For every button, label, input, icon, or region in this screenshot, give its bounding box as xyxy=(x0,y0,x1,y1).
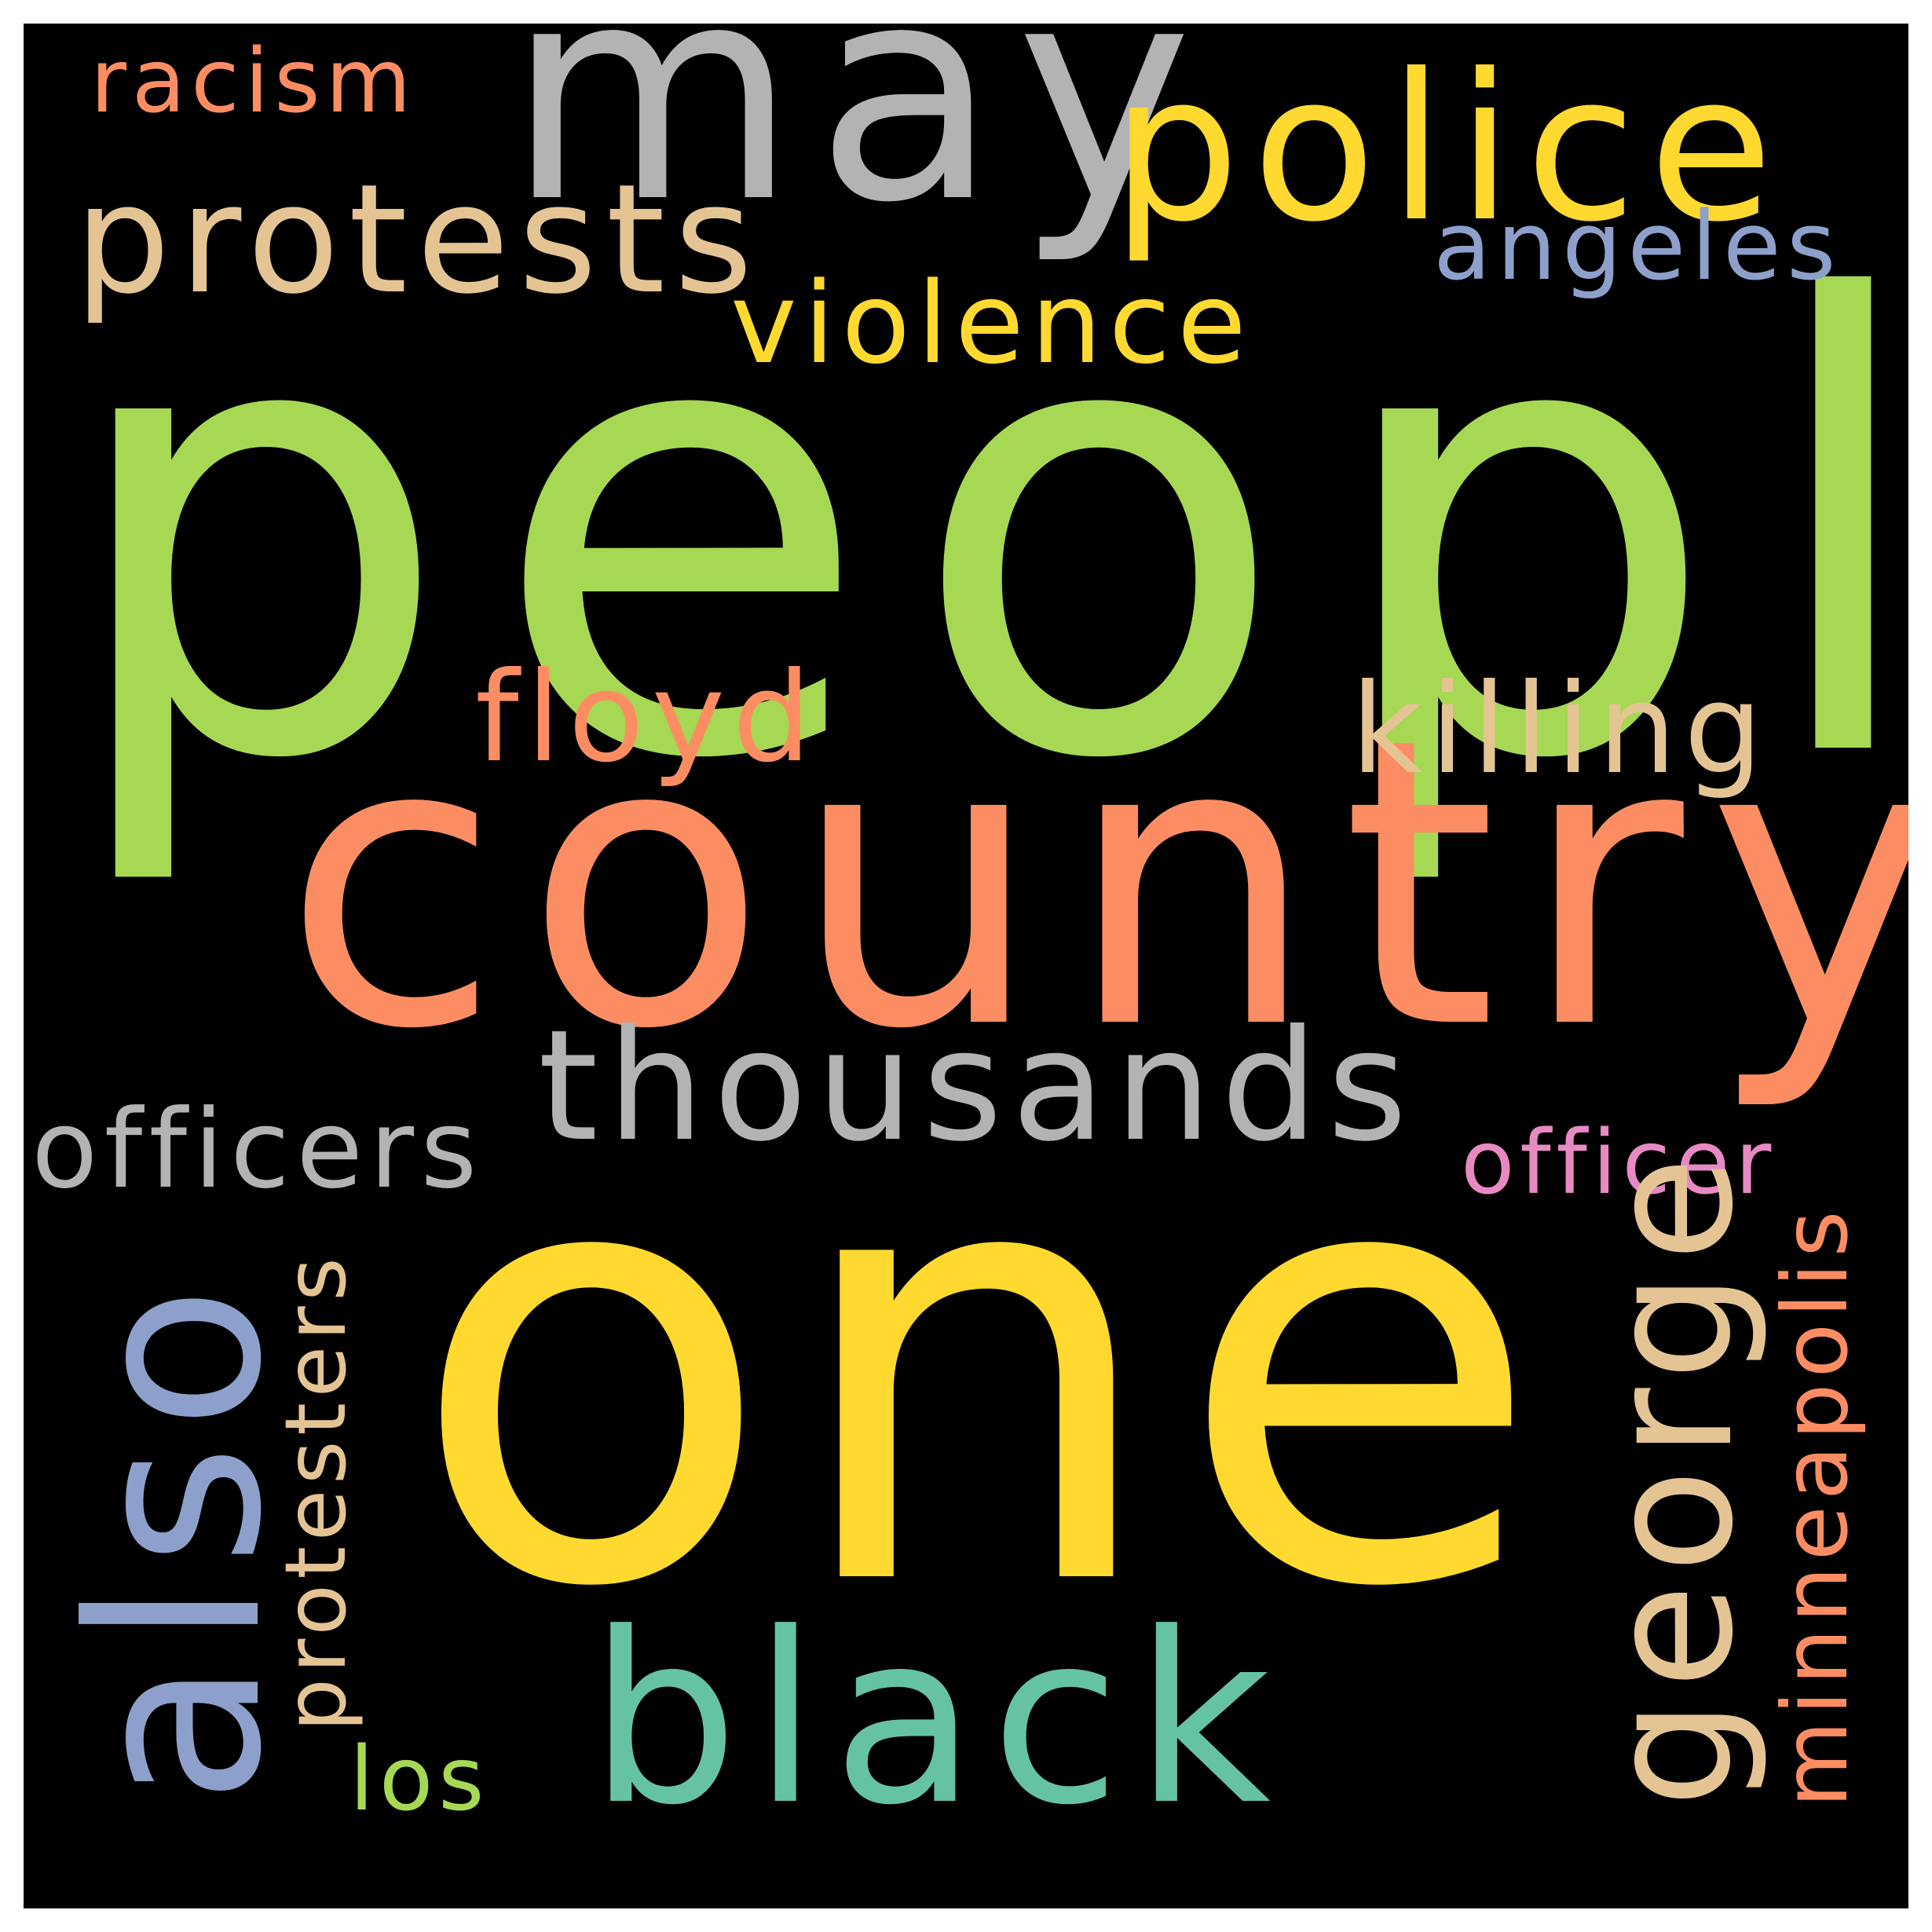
word-cloud-canvas: people country one may police protests v… xyxy=(24,24,1908,1908)
word-killing: killing xyxy=(1351,657,1770,802)
word-one: one xyxy=(408,1023,1555,1718)
word-angeles: angeles xyxy=(1433,192,1842,302)
word-floyd: floyd xyxy=(475,646,819,790)
word-protests: protests xyxy=(75,152,762,327)
word-thousands: thousands xyxy=(538,997,1417,1175)
word-also: also xyxy=(39,1271,313,1805)
word-police: police xyxy=(1111,31,1786,266)
word-racism: racism xyxy=(90,31,417,133)
word-country: country xyxy=(283,654,1908,1116)
word-black: black xyxy=(589,1583,1286,1857)
word-may: may xyxy=(507,24,1211,268)
word-george: george xyxy=(1572,1146,1771,1808)
word-minneapolis: minneapolis xyxy=(1763,1205,1868,1808)
word-protesters: protesters xyxy=(268,1252,365,1732)
word-violence: violence xyxy=(730,258,1253,389)
word-officer: officer xyxy=(1461,1112,1777,1214)
word-los: los xyxy=(349,1729,490,1831)
word-officers: officers xyxy=(31,1086,484,1213)
word-people: people xyxy=(59,173,1908,895)
